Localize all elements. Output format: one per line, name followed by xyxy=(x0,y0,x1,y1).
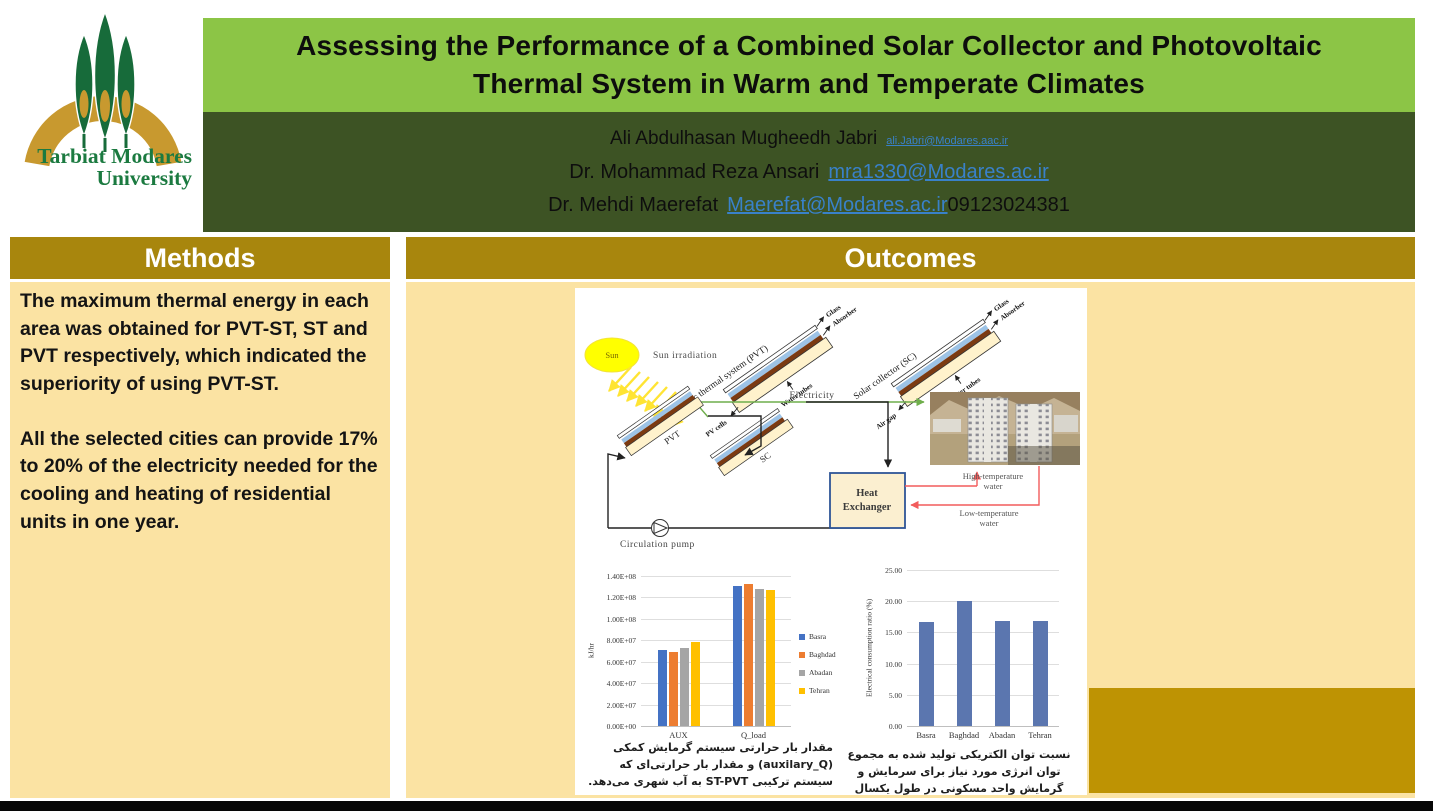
poster-title-bar: Assessing the Performance of a Combined … xyxy=(203,18,1415,112)
y-tick-label: 4.00E+07 xyxy=(606,679,636,689)
y-tick-label: 0.00 xyxy=(888,722,902,731)
logo-text-line2: University xyxy=(96,166,192,190)
outcomes-section-header: Outcomes xyxy=(406,237,1415,279)
low-temp-water-label-line1: Low-temperature xyxy=(960,508,1019,518)
y-axis-label: kJ/hr xyxy=(586,643,596,659)
bar-Basra-AUX xyxy=(657,649,667,726)
figure-panel: Sun Sun irradiation Photovoltaic thermal… xyxy=(575,288,1087,795)
logo-cypress-trees xyxy=(74,10,136,152)
methods-paragraph-1: The maximum thermal energy in each area … xyxy=(20,290,369,396)
bar-Abadan-AUX xyxy=(679,647,689,726)
x-category-label: Tehran xyxy=(1028,730,1052,740)
high-temp-water-label-line2: water xyxy=(984,481,1003,491)
outcomes-heading: Outcomes xyxy=(844,242,977,273)
author-bar: Ali Abdulhasan Mugheedh Jabri ali.Jabri@M… xyxy=(203,112,1415,232)
methods-paragraph-2: All the selected cities can provide 17% … xyxy=(20,427,378,533)
poster-title-line2: Thermal System in Warm and Temperate Cli… xyxy=(473,68,1145,99)
bar-Basra-Q_load xyxy=(732,585,742,726)
y-axis-label: Electrical consumption ratio (%) xyxy=(864,598,874,698)
y-tick-label: 1.00E+08 xyxy=(606,614,636,624)
left-chart-caption: مقدار بار حرارتی سیستم گرمایش کمکی (auxi… xyxy=(588,741,833,789)
sc-panel-loop: SC xyxy=(709,408,794,477)
pvt-panel-loop: PVT xyxy=(616,385,704,457)
heat-exchanger-label-line2: Exchanger xyxy=(843,502,892,513)
electricity-label: Electricity xyxy=(789,391,834,401)
logo-text-line1: Tarbiat Modares xyxy=(37,144,192,168)
y-tick-label: 10.00 xyxy=(885,659,902,669)
bar-Baghdad-Q_load xyxy=(743,583,753,726)
bottom-black-bar xyxy=(0,801,1433,811)
sc-loop-label: SC xyxy=(758,450,773,465)
plot-area xyxy=(641,576,791,727)
heat-exchanger-box xyxy=(829,472,906,529)
air-gap-label: Air gap xyxy=(875,411,898,431)
y-tick-label: 2.00E+07 xyxy=(606,700,636,710)
high-temp-water-label-line1: High-temperature xyxy=(963,471,1024,481)
electrical-consumption-bar-chart: Electrical consumption ratio (%) 0.00 5.00… xyxy=(863,564,1079,744)
author-2-name: Dr. Mohammad Reza Ansari xyxy=(569,160,820,183)
chart-legend: Basra Baghdad Abadan Tehran xyxy=(799,632,836,704)
circulation-pump-label: Circulation pump xyxy=(620,540,695,550)
residential-building-image xyxy=(930,392,1080,465)
x-category-label: Q_load xyxy=(740,730,767,740)
legend-item-Basra: Basra xyxy=(799,632,836,641)
y-tick-label: 8.00E+07 xyxy=(606,636,636,646)
y-tick-label: 15.00 xyxy=(885,628,902,638)
y-tick-label: 1.20E+08 xyxy=(606,593,636,603)
bar-Tehran-Q_load xyxy=(765,589,775,726)
low-temp-water-label-line2: water xyxy=(980,518,999,528)
bar-Tehran-AUX xyxy=(690,642,700,726)
legend-item-Baghdad: Baghdad xyxy=(799,650,836,659)
x-category-label: Abadan xyxy=(988,730,1016,740)
x-category-label: Baghdad xyxy=(948,730,980,740)
x-category-label: AUX xyxy=(669,730,688,740)
university-logo: Tarbiat Modares University xyxy=(24,10,192,190)
y-tick-label: 6.00E+07 xyxy=(606,657,636,667)
plot-area xyxy=(907,570,1059,727)
author-3-name: Dr. Mehdi Maerefat xyxy=(548,194,719,217)
legend-item-Tehran: Tehran xyxy=(799,686,836,695)
bar-Electrical consumption ratio (%)-Abadan xyxy=(994,621,1010,726)
legend-item-Abadan: Abadan xyxy=(799,668,836,677)
author-3-email-link[interactable]: Maerefat@Modares.ac.ir xyxy=(727,194,948,217)
heat-exchanger-label-line1: Heat xyxy=(856,488,878,499)
author-line-2: Dr. Mohammad Reza Ansari mra1330@Modares.… xyxy=(203,161,1415,184)
methods-heading: Methods xyxy=(144,242,256,273)
circulation-pump-icon xyxy=(651,519,669,537)
sun-icon xyxy=(584,337,640,373)
author-line-1: Ali Abdulhasan Mugheedh Jabri ali.Jabri@M… xyxy=(203,127,1415,150)
author-line-3: Dr. Mehdi Maerefat Maerefat@Modares.ac.ir… xyxy=(203,194,1415,217)
x-category-label: Basra xyxy=(916,730,936,740)
bar-Electrical consumption ratio (%)-Basra xyxy=(918,621,934,726)
y-tick-label: 25.00 xyxy=(885,566,902,575)
logo-tree-drops xyxy=(79,90,131,122)
author-3-phone: 09123024381 xyxy=(947,194,1070,217)
y-tick-label: 1.40E+08 xyxy=(606,572,636,581)
sun-label: Sun xyxy=(605,350,619,360)
y-tick-label: 0.00E+00 xyxy=(606,722,636,731)
aux-qload-bar-chart: kJ/hr 0.00E+00 2.00E+07 4.00E+07 6.00E+07 8.0… xyxy=(585,570,849,742)
sun-irradiation-label: Sun irradiation xyxy=(653,351,717,361)
author-2-email-link[interactable]: mra1330@Modares.ac.ir xyxy=(828,160,1049,183)
author-1-name: Ali Abdulhasan Mugheedh Jabri xyxy=(609,127,878,149)
bar-Baghdad-AUX xyxy=(668,652,678,726)
pv-cells-label: PV cells xyxy=(704,418,728,438)
bar-Abadan-Q_load xyxy=(754,588,764,726)
methods-section-header: Methods xyxy=(10,237,390,279)
y-tick-label: 20.00 xyxy=(885,597,902,607)
poster-title-line1: Assessing the Performance of a Combined … xyxy=(296,30,1322,62)
right-chart-caption: نسبت توان الکتریکی تولید شده به مجموع تو… xyxy=(847,748,1071,796)
bar-Electrical consumption ratio (%)-Tehran xyxy=(1032,621,1048,726)
system-diagram: Sun Sun irradiation Photovoltaic thermal… xyxy=(584,297,1080,550)
methods-section-body: The maximum thermal energy in each area … xyxy=(10,282,390,798)
y-tick-label: 5.00 xyxy=(888,690,902,700)
decorative-gold-block xyxy=(1089,688,1415,793)
author-1-email-link[interactable]: ali.Jabri@Modares.aac.ir xyxy=(886,134,1009,147)
bar-Electrical consumption ratio (%)-Baghdad xyxy=(956,601,972,726)
